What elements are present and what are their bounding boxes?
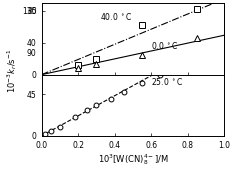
Text: 25.0 $^\circ$C: 25.0 $^\circ$C [151,76,183,87]
Y-axis label: $10^{-3}k_r$/s$^{-1}$: $10^{-3}k_r$/s$^{-1}$ [6,48,19,93]
X-axis label: $10^3$[W(CN)$_8^{4-}$]/M: $10^3$[W(CN)$_8^{4-}$]/M [98,153,168,167]
